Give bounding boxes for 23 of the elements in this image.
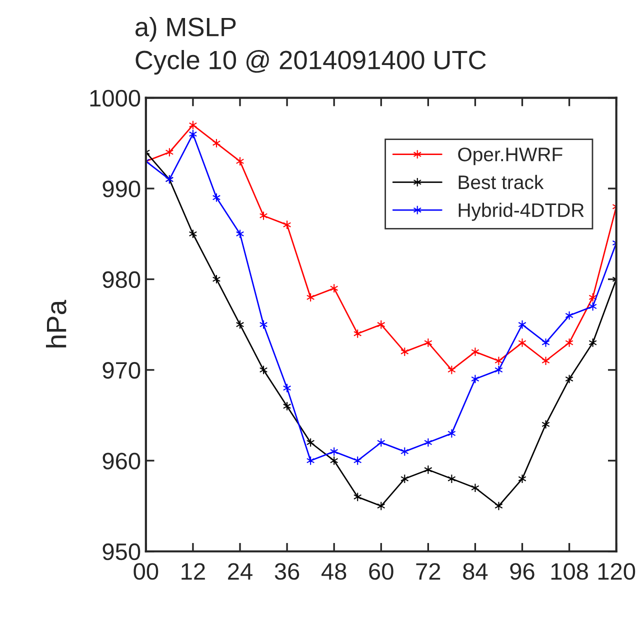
y-tick-label: 960 (102, 452, 140, 470)
y-tick-label: 950 (102, 543, 140, 560)
legend-label: Best track (458, 174, 544, 190)
y-tick-label: 990 (102, 180, 140, 198)
legend-label: Hybrid-4DTDR (458, 202, 584, 221)
x-tick-label: 84 (463, 563, 488, 580)
x-tick-label: 24 (228, 563, 252, 580)
legend-label: Oper.HWRF (458, 148, 562, 166)
chart-title: a) MSLP (136, 16, 236, 42)
x-tick-label: 108 (551, 563, 588, 580)
y-tick-label: 1000 (90, 90, 140, 107)
x-tick-label: 36 (274, 563, 300, 580)
y-tick-label: 980 (102, 271, 140, 288)
x-tick-label: 120 (598, 563, 636, 580)
x-tick-label: 72 (416, 563, 440, 580)
chart-subtitle: Cycle 10 @ 2014091400 UTC (136, 50, 486, 75)
x-tick-label: 48 (321, 563, 346, 580)
x-tick-label: 00 (134, 563, 158, 580)
x-tick-label: 96 (510, 563, 534, 580)
x-tick-label: 60 (369, 563, 394, 580)
y-axis-title: hPa (46, 300, 66, 348)
x-tick-label: 12 (182, 563, 205, 580)
y-tick-label: 970 (102, 362, 140, 379)
